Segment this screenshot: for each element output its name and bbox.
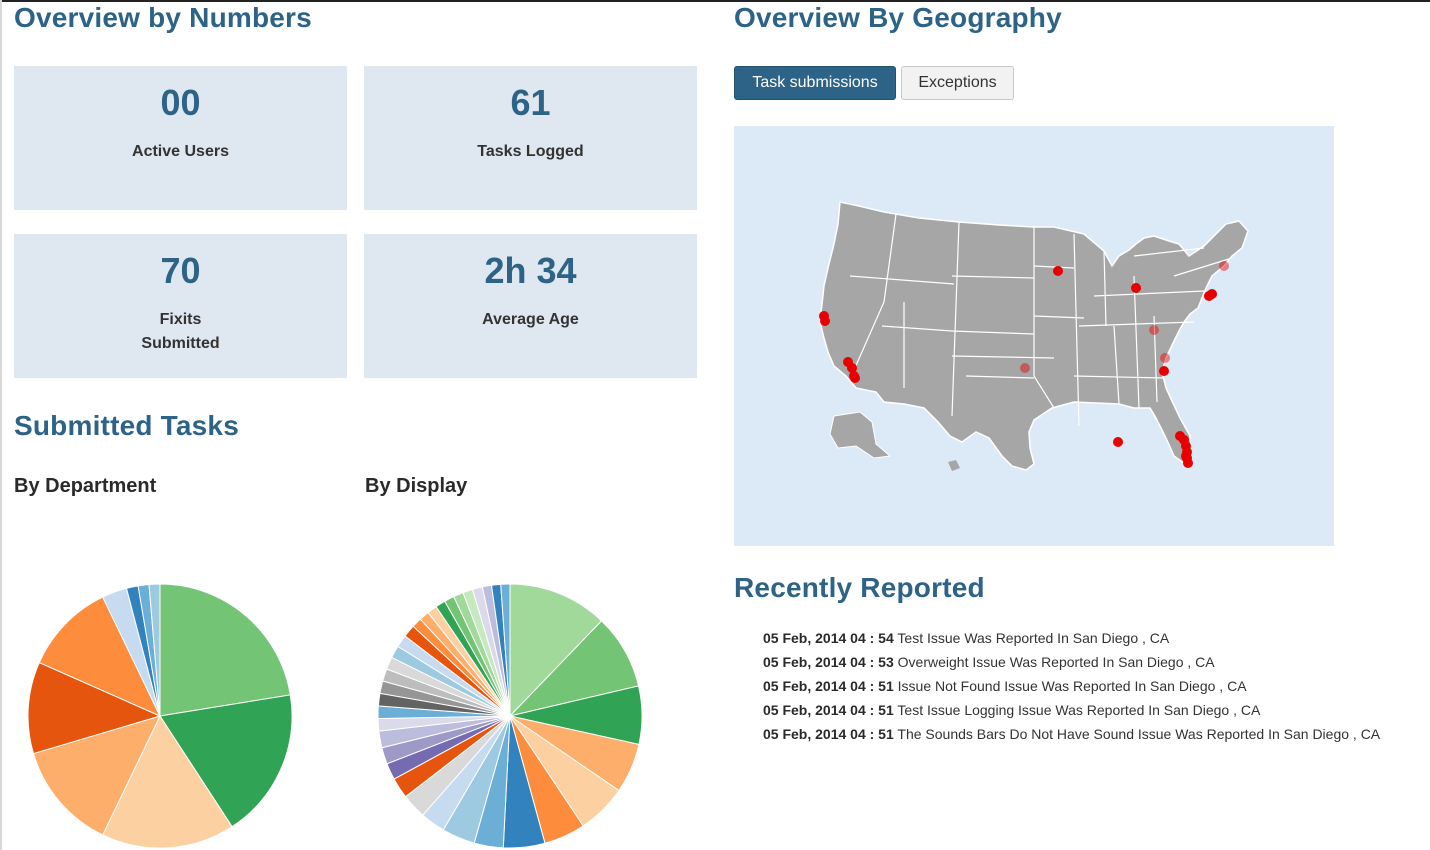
map-marker[interactable] [1160, 353, 1170, 363]
map-marker[interactable] [1113, 437, 1123, 447]
stat-label: Average Age [364, 308, 697, 332]
recent-item-time: 05 Feb, 2014 04 : 51 [763, 702, 894, 718]
left-border [0, 0, 2, 850]
us-map [819, 201, 1249, 471]
alaska-shape [829, 411, 892, 459]
stat-value: 61 [510, 82, 551, 123]
pie-slice[interactable] [509, 583, 603, 718]
stat-value: 70 [160, 250, 201, 291]
stat-label: Tasks Logged [364, 140, 697, 164]
recent-item[interactable]: 05 Feb, 2014 04 : 51 Test Issue Logging … [763, 698, 1380, 722]
us-map-panel [734, 126, 1334, 546]
recent-item-text: Issue Not Found Issue Was Reported In Sa… [897, 678, 1247, 694]
recent-item-text: Test Issue Was Reported In San Diego , C… [897, 630, 1170, 646]
map-marker[interactable] [1207, 289, 1217, 299]
recent-item[interactable]: 05 Feb, 2014 04 : 54 Test Issue Was Repo… [763, 626, 1380, 650]
pie-slice[interactable] [159, 694, 293, 828]
stat-label-line: Active Users [132, 143, 229, 160]
map-marker[interactable] [850, 373, 860, 383]
map-marker[interactable] [1159, 366, 1169, 376]
pie-slice[interactable] [102, 714, 233, 849]
tab-task-submissions[interactable]: Task submissions [734, 66, 896, 100]
stat-active-users: 00 Active Users [14, 66, 347, 210]
stat-tasks-logged: 61 Tasks Logged [364, 66, 697, 210]
stat-label-line: Tasks Logged [477, 143, 584, 160]
geography-title: Overview By Geography [734, 2, 1062, 33]
pie-slice[interactable] [27, 661, 162, 755]
stat-label: Active Users [14, 140, 347, 164]
map-marker[interactable] [1149, 325, 1159, 335]
by-display-title: By Display [365, 475, 468, 497]
stat-label-line: Submitted [141, 335, 220, 352]
recent-item-text: Overweight Issue Was Reported In San Die… [897, 654, 1215, 670]
top-border [0, 0, 1430, 2]
map-markers [819, 261, 1229, 468]
recent-item[interactable]: 05 Feb, 2014 04 : 51 The Sounds Bars Do … [763, 722, 1380, 746]
overview-title: Overview by Numbers [14, 2, 312, 33]
stat-average-age: 2h 34 Average Age [364, 234, 697, 378]
tab-exceptions[interactable]: Exceptions [901, 66, 1014, 100]
recent-item-text: Test Issue Logging Issue Was Reported In… [897, 702, 1261, 718]
recent-title: Recently Reported [734, 572, 985, 603]
pie-slice[interactable] [159, 583, 291, 717]
stat-label: Fixits Submitted [14, 308, 347, 356]
department-pie-chart [27, 583, 293, 849]
pie-slice[interactable] [148, 583, 161, 717]
hawaii-shape [948, 460, 960, 471]
recent-item-text: The Sounds Bars Do Not Have Sound Issue … [897, 726, 1381, 742]
stat-value: 00 [160, 82, 201, 123]
stat-fixits-submitted: 70 Fixits Submitted [14, 234, 347, 378]
map-marker[interactable] [1131, 283, 1141, 293]
map-marker[interactable] [847, 363, 857, 373]
pie-slice[interactable] [32, 715, 161, 836]
map-marker[interactable] [1053, 266, 1063, 276]
recent-item-time: 05 Feb, 2014 04 : 53 [763, 654, 894, 670]
pie-slice[interactable] [38, 596, 162, 718]
submitted-tasks-title: Submitted Tasks [14, 410, 239, 441]
recent-item[interactable]: 05 Feb, 2014 04 : 53 Overweight Issue Wa… [763, 650, 1380, 674]
map-marker[interactable] [1219, 261, 1229, 271]
map-marker[interactable] [1020, 363, 1030, 373]
recent-item-time: 05 Feb, 2014 04 : 51 [763, 726, 894, 742]
map-marker[interactable] [820, 316, 830, 326]
recent-list: 05 Feb, 2014 04 : 54 Test Issue Was Repo… [763, 626, 1380, 746]
state-borders [849, 213, 1233, 427]
recent-item[interactable]: 05 Feb, 2014 04 : 51 Issue Not Found Iss… [763, 674, 1380, 698]
display-pie-chart [377, 583, 643, 849]
stat-label-line: Fixits [159, 311, 202, 328]
by-department-title: By Department [14, 475, 157, 497]
recent-item-time: 05 Feb, 2014 04 : 51 [763, 678, 894, 694]
stat-value: 2h 34 [484, 250, 577, 291]
recent-item-time: 05 Feb, 2014 04 : 54 [763, 630, 894, 646]
stat-label-line: Average Age [482, 311, 579, 328]
map-marker[interactable] [1181, 451, 1191, 461]
pie-slice[interactable] [500, 583, 511, 717]
